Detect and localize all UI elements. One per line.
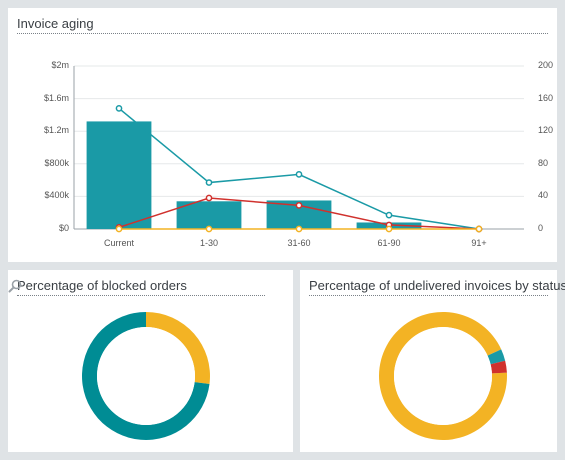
- y-tick-left: $800k: [44, 157, 69, 168]
- x-tick-label: 31-60: [287, 238, 311, 248]
- y-tick-left: $1.6m: [43, 92, 69, 103]
- series-point: [295, 171, 303, 178]
- y-tick-left: $1.2m: [43, 125, 69, 136]
- donut-slice: [490, 360, 507, 374]
- search-icon[interactable]: [8, 279, 22, 293]
- y-tick-right: 40: [538, 190, 549, 201]
- invoice-aging-card: Invoice aging $0 $400k $800k $1.2m $1.6m $2m 0…: [8, 8, 557, 262]
- series-point: [385, 211, 393, 219]
- invoice-aging-title: Invoice aging: [17, 16, 548, 34]
- donut-hole: [97, 327, 195, 425]
- donut-svg: [82, 312, 211, 440]
- undelivered-invoices-title: Percentage of undelivered invoices by st…: [309, 278, 565, 296]
- y-tick-left: $2m: [51, 60, 69, 70]
- y-tick-right: 160: [538, 92, 554, 103]
- series-point: [295, 202, 303, 209]
- donut-slice: [146, 312, 211, 385]
- donut-slice: [487, 349, 506, 365]
- x-tick-label: 61-90: [377, 238, 401, 248]
- x-tick-label: 1-30: [199, 238, 218, 248]
- blocked-orders-card: Percentage of blocked orders: [8, 270, 293, 452]
- y-tick-right: 0: [538, 223, 544, 233]
- blocked-orders-donut: [8, 270, 293, 452]
- x-tick-label: 91+: [471, 238, 487, 248]
- series-point: [205, 179, 213, 186]
- x-tick-label: Current: [103, 238, 134, 248]
- undelivered-invoices-card: Percentage of undelivered invoices by st…: [300, 270, 565, 452]
- series-point: [205, 194, 213, 202]
- bar: [86, 121, 152, 229]
- series-point: [205, 225, 213, 233]
- bar: [176, 201, 242, 229]
- undelivered-invoices-donut: [300, 270, 557, 452]
- y-tick-right: 120: [538, 125, 554, 136]
- series-point: [115, 105, 123, 112]
- donut-svg: [379, 312, 508, 440]
- aging-svg: [73, 65, 524, 233]
- y-tick-left: $0: [58, 223, 69, 233]
- series-point: [475, 225, 483, 233]
- invoice-aging-chart: $0 $400k $800k $1.2m $1.6m $2m 0 40 80 120 160 200 C…: [8, 8, 557, 262]
- y-tick-right: 80: [538, 157, 549, 168]
- series-point: [295, 225, 303, 233]
- y-tick-left: $400k: [44, 190, 69, 201]
- series-point: [385, 225, 393, 233]
- y-tick-right: 200: [538, 60, 554, 70]
- donut-hole: [394, 327, 492, 425]
- blocked-orders-title: Percentage of blocked orders: [17, 278, 265, 296]
- series-point: [115, 225, 123, 233]
